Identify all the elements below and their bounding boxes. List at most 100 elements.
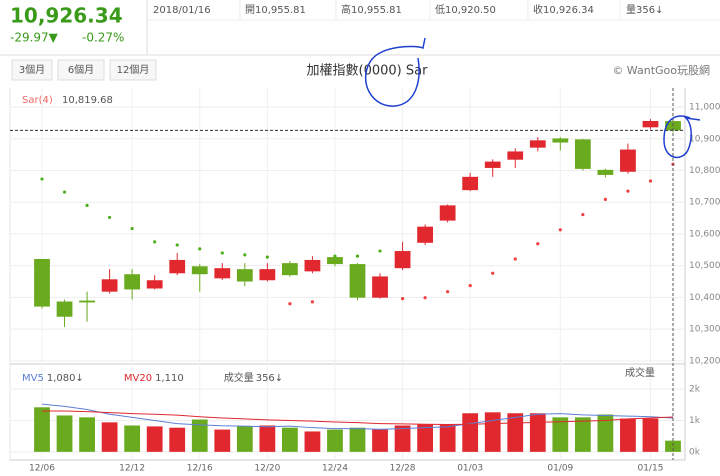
- candle-body: [259, 269, 276, 281]
- x-tick-label: 12/24: [322, 464, 348, 474]
- volume-bar: [484, 412, 501, 452]
- volume-bar: [394, 425, 411, 452]
- volume-bar: [620, 418, 636, 452]
- legend-value: 1,110: [155, 373, 184, 384]
- x-tick-label: 01/03: [457, 464, 483, 474]
- info-date: 2018/01/16: [153, 5, 211, 16]
- y-tick-label: 10,500: [689, 261, 720, 271]
- y-tick-label: 1k: [689, 416, 701, 426]
- sar-dot: [468, 284, 472, 288]
- button[interactable]: [109, 59, 157, 81]
- credit: © WantGoo玩股網: [612, 63, 710, 77]
- volume-bar: [79, 417, 95, 452]
- change: -29.97▼: [10, 31, 59, 45]
- chart-title: 加權指數(0000) Sar: [307, 64, 429, 79]
- change-pct: -0.27%: [82, 31, 124, 45]
- sar-dot: [400, 297, 405, 301]
- sar-dot: [648, 179, 653, 183]
- y-tick-label: 11,000: [689, 103, 720, 113]
- sar-dot: [108, 215, 112, 220]
- y-tick-label: 0k: [689, 447, 701, 457]
- candle-body: [642, 120, 659, 128]
- volume-bar: [236, 426, 253, 452]
- x-tick-label: 12/16: [187, 464, 213, 474]
- ma-line: [42, 410, 674, 426]
- candle-body: [34, 258, 50, 307]
- y-tick-label: 2k: [689, 385, 701, 395]
- ma-line: [41, 403, 674, 430]
- volume-bar: [507, 413, 524, 452]
- volume-bar: [282, 427, 298, 452]
- volume-bar: [259, 425, 276, 452]
- sar-dot: [558, 228, 562, 232]
- candle-body: [574, 139, 591, 169]
- candle-body: [169, 259, 186, 274]
- button-label[interactable]: 3個月: [19, 63, 45, 76]
- plot: 10,200 10,300 10,400 10,500 10,600 10,700 10,8…: [10, 88, 720, 474]
- volume-bar: [372, 429, 388, 452]
- candle-body: [146, 280, 163, 289]
- range-buttons: 3個月 6個月 12個月: [11, 59, 157, 81]
- sar-dot: [581, 212, 585, 217]
- volume-bar: [169, 427, 186, 452]
- candle-body: [124, 274, 141, 290]
- sar-dot: [603, 197, 607, 201]
- x-tick-label: 01/15: [637, 464, 663, 474]
- y-tick-label: 10,800: [689, 166, 720, 176]
- volume-bar: [124, 425, 141, 452]
- button[interactable]: [11, 59, 53, 81]
- sar-dot: [513, 257, 517, 261]
- volume-bar: [191, 419, 208, 452]
- volume-bar: [349, 427, 366, 452]
- legend-name: MV5: [22, 373, 44, 384]
- info-close: 收10,926.34: [533, 3, 594, 16]
- candle-body: [304, 259, 321, 272]
- candle-body: [372, 276, 388, 298]
- sar-dot: [130, 226, 134, 231]
- candle-body: [214, 268, 231, 279]
- info-low: 低10,920.50: [435, 3, 496, 16]
- x-tick-label: 12/28: [390, 464, 416, 474]
- y-tick-label: 10,200: [689, 356, 720, 366]
- sar-dot: [333, 254, 337, 258]
- volume-bar: [597, 414, 614, 452]
- volume-bar: [417, 424, 433, 452]
- header-bg: [0, 0, 720, 55]
- info-high: 高10,955.81: [341, 3, 402, 16]
- candle-body: [417, 226, 433, 243]
- volume-bar: [552, 417, 569, 452]
- info-volume: 量356↓: [626, 4, 663, 16]
- y-tick-label: 10,900: [689, 134, 720, 144]
- sar-dot: [265, 255, 269, 259]
- y-tick-label: 10,600: [689, 229, 720, 239]
- price: 10,926.34: [10, 4, 123, 28]
- candle-body: [282, 263, 298, 276]
- annotation-scribble: [364, 37, 426, 107]
- button-label[interactable]: 6個月: [68, 63, 94, 76]
- x-tick-label: 12/12: [119, 464, 145, 474]
- sar-dot: [175, 243, 179, 247]
- candle-body: [620, 149, 636, 172]
- candle-body: [439, 205, 456, 221]
- volume-bar: [665, 440, 681, 452]
- sar-dot: [62, 190, 67, 194]
- button-label[interactable]: 12個月: [117, 63, 150, 76]
- x-tick-label: 12/06: [29, 464, 55, 474]
- volume-bar: [146, 426, 163, 452]
- candle-body: [529, 140, 546, 148]
- legend-value: 356↓: [256, 373, 283, 384]
- candle-body: [349, 264, 366, 298]
- volume-bar: [327, 429, 343, 452]
- annotation-scribble: [663, 115, 701, 159]
- x-tick-label: 01/09: [547, 464, 573, 474]
- candle-body: [552, 138, 569, 143]
- sar-dot: [198, 247, 202, 251]
- candle-body: [597, 169, 614, 175]
- volume-bar: [529, 413, 546, 452]
- legend-name: MV20: [124, 373, 152, 384]
- sar-dot: [310, 300, 315, 304]
- volume-bar: [214, 429, 231, 452]
- button[interactable]: [57, 59, 105, 81]
- sar-dot: [536, 242, 540, 246]
